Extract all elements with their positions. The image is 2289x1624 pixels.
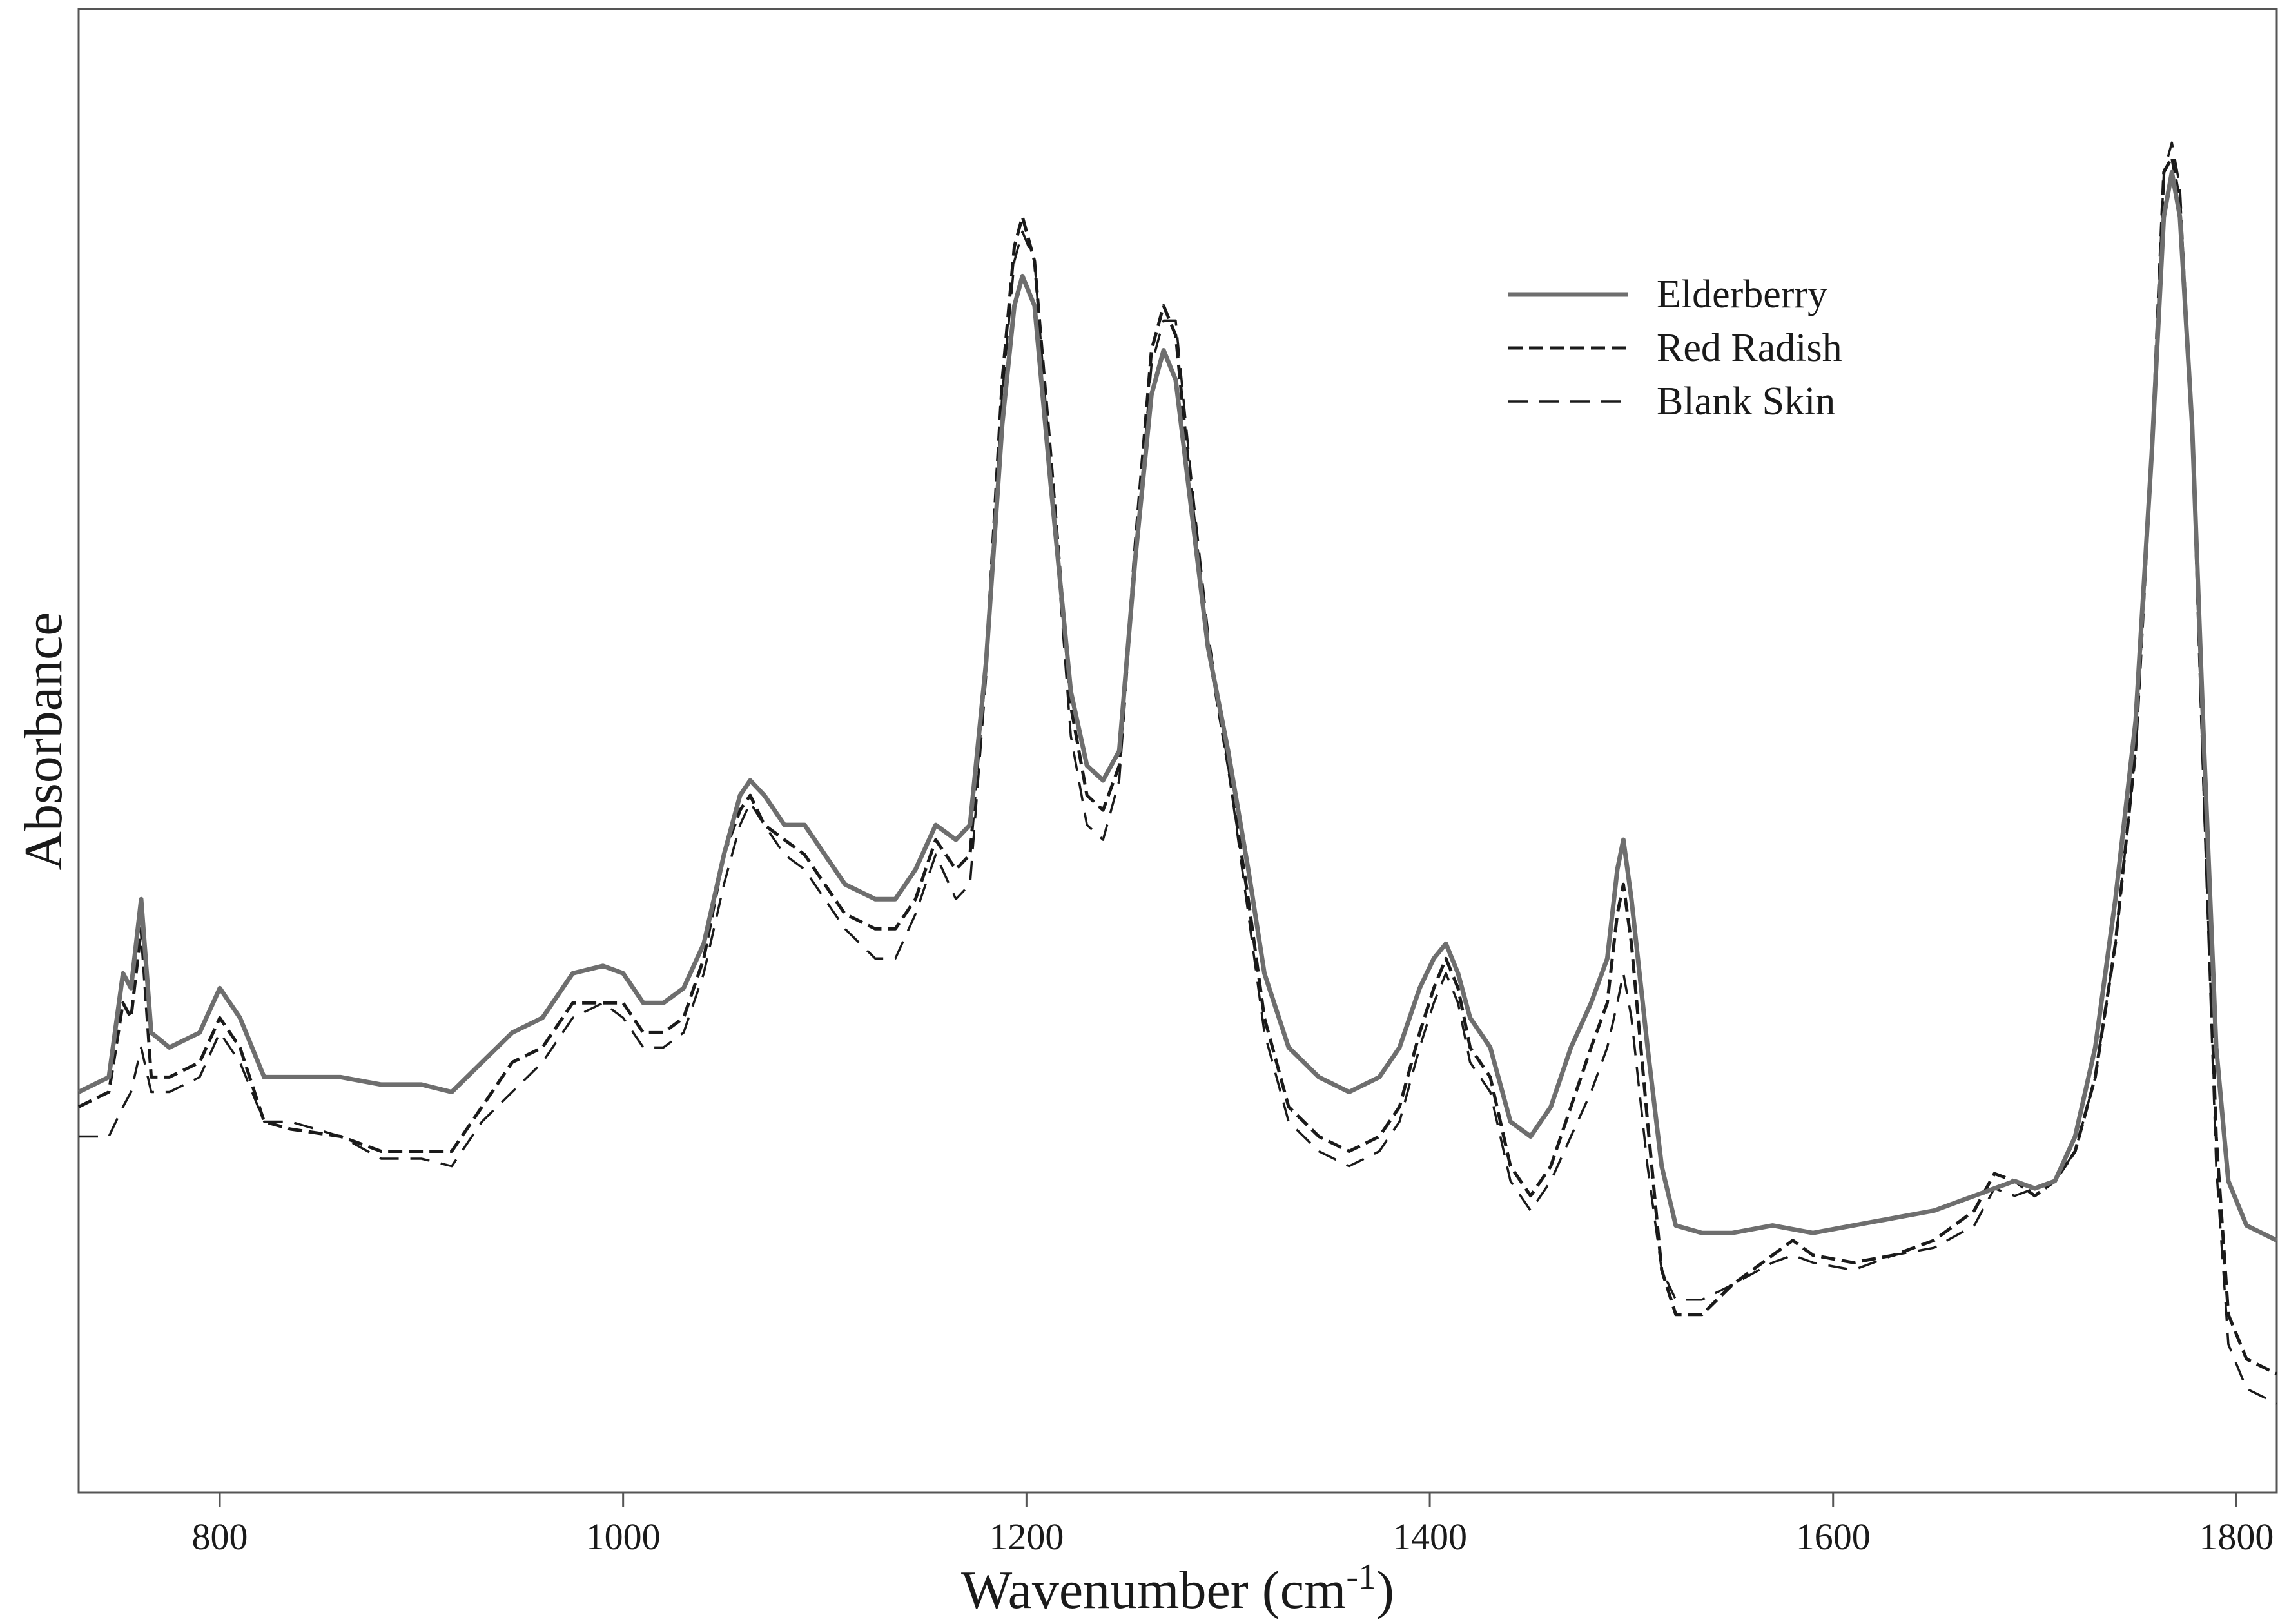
- series-line-blank-skin: [79, 141, 2277, 1405]
- x-tick-label: 1600: [1796, 1516, 1871, 1558]
- x-axis-title-main: Wavenumber (cm: [961, 1560, 1346, 1620]
- x-axis-title-superscript: -1: [1346, 1557, 1376, 1597]
- x-axis-title: Wavenumber (cm-1): [961, 1557, 1394, 1620]
- series-layer: [77, 141, 2278, 1405]
- series-line-elderberry: [77, 169, 2278, 1242]
- x-tick-label: 800: [191, 1516, 248, 1558]
- legend-label-blank-skin: Blank Skin: [1657, 380, 1835, 423]
- x-tick-label: 1200: [989, 1516, 1064, 1558]
- legend-label-red-radish: Red Radish: [1657, 326, 1842, 370]
- legend: Elderberry Red Radish Blank Skin: [1508, 273, 1842, 423]
- x-tick-label: 1000: [586, 1516, 661, 1558]
- plot-frame: [77, 8, 2278, 1494]
- y-axis-title: Absorbance: [14, 612, 73, 870]
- x-axis-title-suffix: ): [1376, 1560, 1394, 1620]
- x-axis-ticks: 800 1000 1200 1400 1600 1800: [191, 1493, 2274, 1558]
- x-tick-label: 1800: [2199, 1516, 2274, 1558]
- x-tick-label: 1400: [1392, 1516, 1467, 1558]
- legend-label-elderberry: Elderberry: [1657, 273, 1827, 316]
